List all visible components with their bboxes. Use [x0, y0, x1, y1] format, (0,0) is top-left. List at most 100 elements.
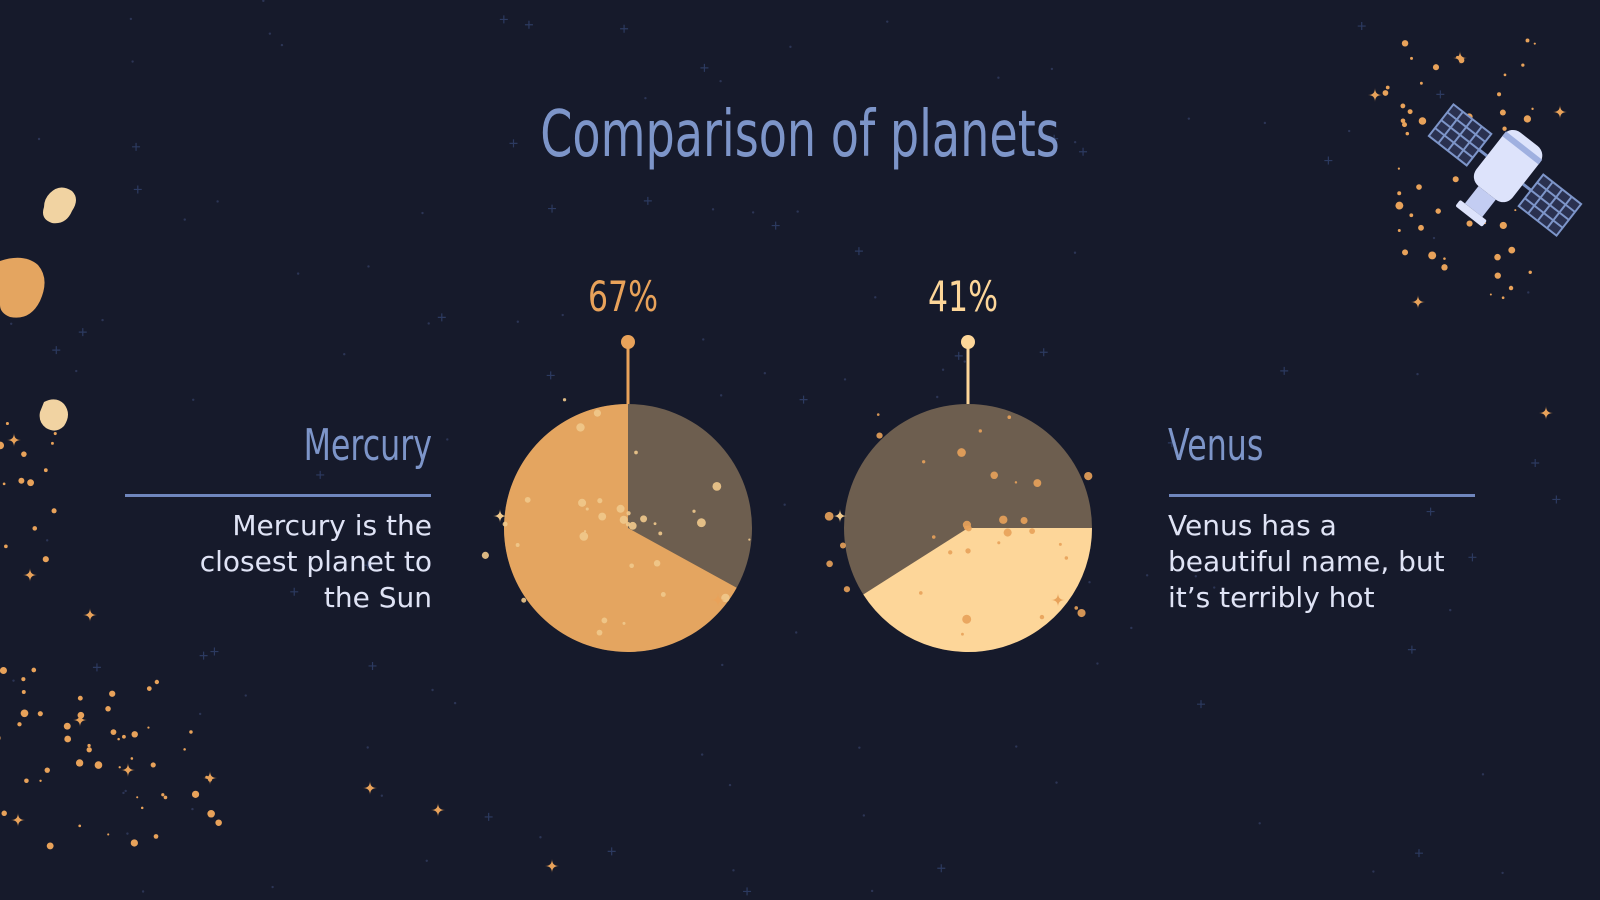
star-cross	[1426, 507, 1435, 516]
star-dot	[963, 360, 966, 363]
dust-dot	[153, 834, 159, 839]
mercury-name: Mercury	[303, 420, 432, 471]
dust-dot	[53, 431, 57, 436]
dust-dot	[0, 667, 7, 675]
dust-dot	[1385, 85, 1390, 90]
dust-dot	[1503, 73, 1507, 77]
star-dot	[702, 338, 705, 341]
dust-dot	[1494, 253, 1501, 261]
star-cross	[546, 371, 555, 380]
dust-dot	[1452, 176, 1459, 183]
star-dot	[783, 503, 786, 506]
sparkle	[203, 771, 217, 785]
star-cross	[1197, 700, 1205, 709]
speckle-dot	[712, 481, 722, 491]
speckle-dot	[692, 509, 696, 513]
speckle-dot	[1039, 614, 1045, 620]
star-dot	[1088, 581, 1091, 584]
star-cross	[743, 887, 752, 896]
speckle-dot	[1007, 415, 1012, 420]
star-dot	[936, 395, 939, 399]
star-dot	[561, 313, 564, 317]
speckle-dot	[660, 592, 666, 597]
speckle-dot	[721, 593, 730, 603]
speckle-dot	[961, 632, 964, 636]
star-cross	[607, 847, 616, 856]
star-cross	[509, 139, 518, 148]
speckle-dot	[826, 560, 833, 568]
dust-dot	[1432, 64, 1440, 71]
dust-dot	[43, 468, 48, 473]
star-dot	[124, 789, 127, 793]
speckle-dot	[990, 471, 998, 480]
star-dot	[1073, 140, 1077, 144]
speckle-dot	[629, 563, 634, 569]
dust-dot	[207, 809, 215, 818]
dust-dot	[1418, 117, 1427, 125]
solar-panel-right	[1517, 173, 1583, 238]
venus-pie-chart	[824, 335, 1093, 652]
venus-name: Venus	[1168, 420, 1264, 471]
pie-slice-mercury	[504, 404, 737, 652]
sparkle	[1368, 88, 1382, 102]
star-cross	[1039, 348, 1048, 357]
star-dot	[367, 265, 370, 268]
dust-dot	[1501, 296, 1505, 300]
speckle-dot	[578, 498, 587, 507]
star-dot	[46, 539, 49, 542]
star-cross	[1050, 134, 1059, 143]
dust-dot	[109, 690, 116, 697]
star-dot	[191, 807, 194, 811]
dust-dot	[183, 748, 186, 751]
speckle-dot	[1020, 517, 1028, 525]
speckle-dot	[839, 542, 846, 549]
desc-line: beautiful name, but	[1168, 545, 1445, 578]
speckle-dot	[919, 591, 923, 595]
star-cross	[199, 651, 208, 660]
star-dot	[122, 791, 125, 795]
dust-dot	[122, 734, 126, 739]
star-cross	[1079, 147, 1088, 156]
pointer-knob	[961, 335, 975, 349]
sparkle	[23, 568, 37, 582]
speckle-dot	[962, 520, 972, 529]
star-dot	[1347, 129, 1351, 133]
star-dot	[1501, 871, 1504, 875]
dust-dot	[110, 729, 117, 736]
star-dot	[268, 32, 272, 35]
star-cross	[1531, 458, 1540, 467]
star-dot	[941, 368, 945, 371]
dust-dot	[1397, 229, 1401, 233]
star-cross	[524, 20, 533, 29]
dust-dot	[1401, 122, 1408, 128]
speckle-dot	[931, 535, 936, 539]
dust-dot	[75, 759, 84, 767]
star-dot	[751, 211, 755, 214]
dust-dot	[1382, 90, 1389, 96]
dust-dot	[1466, 220, 1473, 227]
star-dot	[700, 753, 704, 756]
dust-dot	[1435, 208, 1441, 214]
speckle-dot	[1014, 481, 1018, 484]
star-dot	[711, 208, 715, 211]
speckle-dot	[696, 518, 706, 528]
star-cross	[316, 470, 325, 479]
mercury-description: Mercury is the closest planet to the Sun	[120, 508, 432, 616]
star-cross	[368, 661, 377, 670]
dust-dot	[1508, 285, 1514, 291]
star-dot	[198, 712, 202, 716]
dust-dot	[1397, 167, 1400, 170]
speckle-dot	[616, 504, 625, 513]
dust-dot	[1397, 191, 1402, 196]
dust-dot	[1502, 126, 1507, 131]
star-dot	[1015, 745, 1018, 748]
asteroid-icon	[0, 257, 45, 318]
dust-dot	[20, 709, 29, 718]
star-dot	[732, 869, 735, 872]
star-cross	[1407, 645, 1416, 654]
speckle-dot	[640, 515, 648, 523]
star-dot	[421, 211, 424, 215]
star-dot	[789, 45, 792, 49]
dust-dot	[107, 833, 110, 836]
star-dot	[380, 794, 384, 797]
